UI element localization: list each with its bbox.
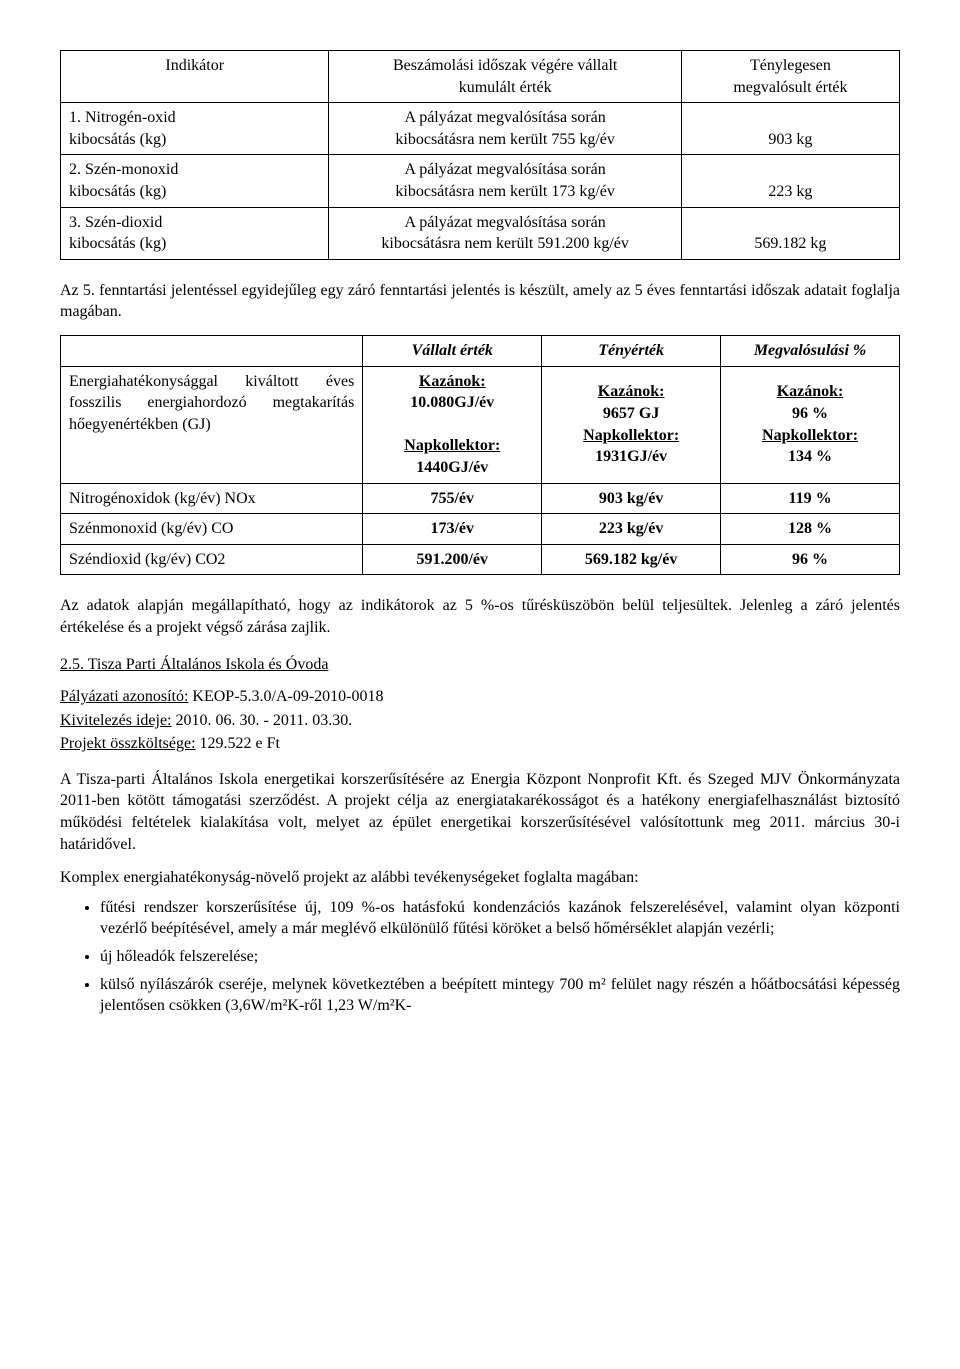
cell-tenyertek: 903 kg/év bbox=[542, 483, 721, 514]
meta-palyazati: Pályázati azonosító: KEOP-5.3.0/A-09-201… bbox=[60, 686, 900, 708]
cell-tenyertek: 569.182 kg/év bbox=[542, 544, 721, 575]
table-row: 1. Nitrogén-oxid kibocsátás (kg) A pályá… bbox=[61, 103, 900, 155]
cell-indikator: 3. Szén-dioxid kibocsátás (kg) bbox=[61, 207, 329, 259]
table-header-row: Vállalt érték Tényérték Megvalósulási % bbox=[61, 335, 900, 366]
cell-label: Széndioxid (kg/év) CO2 bbox=[61, 544, 363, 575]
napkollektor-value: 134 % bbox=[788, 448, 832, 465]
empty-cell bbox=[61, 335, 363, 366]
cell-vallalt: Kazánok: 10.080GJ/év Napkollektor: 1440G… bbox=[363, 366, 542, 483]
cell-vallalt: A pályázat megvalósítása során kibocsátá… bbox=[329, 103, 681, 155]
bullet-list: fűtési rendszer korszerűsítése új, 109 %… bbox=[100, 897, 900, 1017]
table-row: 3. Szén-dioxid kibocsátás (kg) A pályáza… bbox=[61, 207, 900, 259]
header-text: kumulált érték bbox=[459, 79, 552, 96]
napkollektor-label: Napkollektor: bbox=[404, 437, 500, 454]
cell-vallalt: 173/év bbox=[363, 514, 542, 545]
meta-kivitelezes: Kivitelezés ideje: 2010. 06. 30. - 2011.… bbox=[60, 710, 900, 732]
kazanok-label: Kazánok: bbox=[598, 383, 665, 400]
cell-text: A pályázat megvalósítása során bbox=[405, 109, 606, 126]
kazanok-value: 10.080GJ/év bbox=[410, 394, 494, 411]
kazanok-label: Kazánok: bbox=[777, 383, 844, 400]
list-item: külső nyílászárók cseréje, melynek követ… bbox=[100, 974, 900, 1017]
cell-megvalosulasi: 128 % bbox=[721, 514, 900, 545]
meta-koltseg: Projekt összköltsége: 129.522 e Ft bbox=[60, 733, 900, 755]
meta-value: 2010. 06. 30. - 2011. 03.30. bbox=[172, 712, 353, 729]
header-tenyertek: Tényérték bbox=[542, 335, 721, 366]
paragraph-projekt-desc: A Tisza-parti Általános Iskola energetik… bbox=[60, 769, 900, 855]
cell-tenyleges: 223 kg bbox=[681, 155, 899, 207]
cell-tenyertek: 223 kg/év bbox=[542, 514, 721, 545]
cell-vallalt: 755/év bbox=[363, 483, 542, 514]
list-item: fűtési rendszer korszerűsítése új, 109 %… bbox=[100, 897, 900, 940]
meta-value: 129.522 e Ft bbox=[196, 735, 280, 752]
cell-text: kibocsátásra nem került 591.200 kg/év bbox=[381, 235, 629, 252]
header-indikator: Indikátor bbox=[61, 51, 329, 103]
cell-tenyertek: Kazánok: 9657 GJ Napkollektor: 1931GJ/év bbox=[542, 366, 721, 483]
cell-label: Szénmonoxid (kg/év) CO bbox=[61, 514, 363, 545]
paragraph-intro: Az 5. fenntartási jelentéssel egyidejűle… bbox=[60, 280, 900, 323]
cell-text: A pályázat megvalósítása során bbox=[405, 214, 606, 231]
table-row: Szénmonoxid (kg/év) CO 173/év 223 kg/év … bbox=[61, 514, 900, 545]
cell-tenyleges: 903 kg bbox=[681, 103, 899, 155]
cell-text: 223 kg bbox=[768, 183, 812, 200]
cell-text: kibocsátás (kg) bbox=[69, 235, 166, 252]
cell-text: Széndioxid (kg/év) CO2 bbox=[69, 551, 225, 568]
cell-megvalosulasi: Kazánok: 96 % Napkollektor: 134 % bbox=[721, 366, 900, 483]
paragraph-komplex-intro: Komplex energiahatékonyság-növelő projek… bbox=[60, 867, 900, 889]
cell-text: Nitrogénoxidok (kg/év) NOx bbox=[69, 490, 256, 507]
cell-text: kibocsátás (kg) bbox=[69, 183, 166, 200]
paragraph-conclusion: Az adatok alapján megállapítható, hogy a… bbox=[60, 595, 900, 638]
cell-text: kibocsátásra nem került 755 kg/év bbox=[395, 131, 615, 148]
napkollektor-value: 1931GJ/év bbox=[595, 448, 667, 465]
header-beszamolasi: Beszámolási időszak végére vállalt kumul… bbox=[329, 51, 681, 103]
napkollektor-value: 1440GJ/év bbox=[416, 459, 488, 476]
meta-label: Projekt összköltsége: bbox=[60, 735, 196, 752]
kazanok-value: 9657 GJ bbox=[603, 405, 659, 422]
cell-vallalt: A pályázat megvalósítása során kibocsátá… bbox=[329, 155, 681, 207]
table-row: Széndioxid (kg/év) CO2 591.200/év 569.18… bbox=[61, 544, 900, 575]
cell-megvalosulasi: 119 % bbox=[721, 483, 900, 514]
cell-tenyleges: 569.182 kg bbox=[681, 207, 899, 259]
cell-label: Nitrogénoxidok (kg/év) NOx bbox=[61, 483, 363, 514]
cell-indikator: 1. Nitrogén-oxid kibocsátás (kg) bbox=[61, 103, 329, 155]
header-tenylegesen: Ténylegesen megvalósult érték bbox=[681, 51, 899, 103]
cell-text: 903 kg bbox=[768, 131, 812, 148]
cell-text: 2. Szén-monoxid bbox=[69, 161, 178, 178]
cell-text: 1. Nitrogén-oxid bbox=[69, 109, 176, 126]
table-row: 2. Szén-monoxid kibocsátás (kg) A pályáz… bbox=[61, 155, 900, 207]
meta-value: KEOP-5.3.0/A-09-2010-0018 bbox=[188, 688, 383, 705]
header-text: Indikátor bbox=[165, 57, 224, 74]
cell-text: A pályázat megvalósítása során bbox=[405, 161, 606, 178]
list-item: új hőleadók felszerelése; bbox=[100, 946, 900, 968]
indicator-table: Indikátor Beszámolási időszak végére vál… bbox=[60, 50, 900, 260]
header-text: Ténylegesen bbox=[750, 57, 831, 74]
meta-label: Kivitelezés ideje: bbox=[60, 712, 172, 729]
cell-text: kibocsátás (kg) bbox=[69, 131, 166, 148]
cell-vallalt: A pályázat megvalósítása során kibocsátá… bbox=[329, 207, 681, 259]
header-text: megvalósult érték bbox=[733, 79, 847, 96]
cell-vallalt: 591.200/év bbox=[363, 544, 542, 575]
header-megvalosulasi: Megvalósulási % bbox=[721, 335, 900, 366]
table-row-energy: Energiahatékonysággal kiváltott éves fos… bbox=[61, 366, 900, 483]
header-text: Beszámolási időszak végére vállalt bbox=[393, 57, 617, 74]
results-table: Vállalt érték Tényérték Megvalósulási % … bbox=[60, 335, 900, 575]
cell-megvalosulasi: 96 % bbox=[721, 544, 900, 575]
cell-label: Energiahatékonysággal kiváltott éves fos… bbox=[61, 366, 363, 483]
kazanok-label: Kazánok: bbox=[419, 373, 486, 390]
napkollektor-label: Napkollektor: bbox=[762, 427, 858, 444]
cell-text: Szénmonoxid (kg/év) CO bbox=[69, 520, 233, 537]
section-heading: 2.5. Tisza Parti Általános Iskola és Óvo… bbox=[60, 654, 900, 676]
cell-text: kibocsátásra nem került 173 kg/év bbox=[395, 183, 615, 200]
cell-indikator: 2. Szén-monoxid kibocsátás (kg) bbox=[61, 155, 329, 207]
header-vallalt: Vállalt érték bbox=[363, 335, 542, 366]
meta-label: Pályázati azonosító: bbox=[60, 688, 188, 705]
table-header-row: Indikátor Beszámolási időszak végére vál… bbox=[61, 51, 900, 103]
napkollektor-label: Napkollektor: bbox=[583, 427, 679, 444]
table-row: Nitrogénoxidok (kg/év) NOx 755/év 903 kg… bbox=[61, 483, 900, 514]
cell-text: 569.182 kg bbox=[754, 235, 826, 252]
kazanok-value: 96 % bbox=[792, 405, 828, 422]
cell-text: 3. Szén-dioxid bbox=[69, 214, 162, 231]
